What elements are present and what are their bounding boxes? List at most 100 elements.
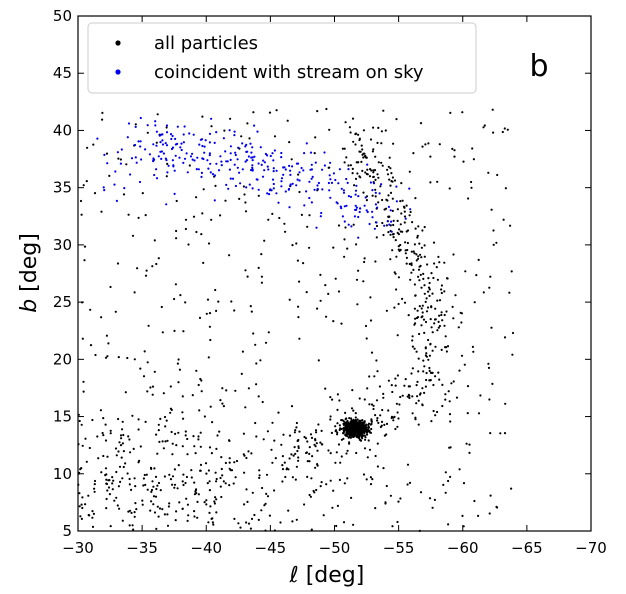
particle-point [450,382,453,385]
particle-point [434,414,437,417]
particle-point [166,439,169,442]
coincident-point [200,171,203,174]
particle-point [221,402,224,405]
particle-point [496,506,499,509]
particle-point [155,433,158,436]
coincident-point [268,193,271,196]
particle-point [199,431,202,434]
coincident-point [160,157,163,160]
particle-point [243,193,246,196]
particle-point [356,418,359,421]
particle-point [354,419,357,422]
coincident-point [366,163,369,166]
particle-point [369,476,372,479]
particle-point [445,350,448,353]
particle-point [206,298,210,301]
particle-point [329,415,332,418]
particle-point [196,500,199,503]
coincident-point [102,186,105,189]
coincident-point [280,177,284,180]
particle-point [403,301,407,304]
particle-point [364,436,367,439]
particle-point [423,365,426,368]
particle-point [432,276,435,280]
particle-point [444,393,447,396]
particle-point [197,493,200,496]
particle-point [273,489,276,492]
coincident-point [134,125,137,128]
coincident-point [350,225,353,228]
particle-point [261,400,264,404]
particle-point [385,484,388,488]
particle-point [284,475,287,479]
particle-point [362,152,365,155]
particle-point [416,309,419,312]
particle-point [373,169,377,172]
particle-point [419,273,422,276]
particle-point [350,419,353,422]
y-axis-unit: [deg] [17,233,42,299]
particle-point [461,514,464,518]
coincident-point [311,175,314,178]
particle-point [105,482,109,486]
particle-point [440,348,443,351]
coincident-point [263,161,266,164]
coincident-point [266,165,269,168]
coincident-point [323,164,326,167]
coincident-point [371,216,374,219]
particle-point [248,137,251,140]
particle-point [247,450,250,453]
coincident-point [383,224,386,227]
particle-point [329,396,332,399]
particle-point [327,449,330,452]
particle-point [152,495,156,498]
particle-point [203,501,206,504]
coincident-point [138,180,142,184]
particle-point [402,205,406,208]
particle-point [353,432,356,435]
particle-point [181,480,184,483]
particle-point [342,420,345,423]
coincident-point [408,187,411,190]
particle-point [319,441,322,444]
particle-point [427,338,430,342]
particle-point [416,380,419,383]
coincident-point [227,187,230,190]
particle-point [371,194,374,197]
particle-point [457,326,460,329]
particle-point [387,194,390,197]
particle-point [280,443,283,446]
particle-point [297,305,300,308]
particle-point [309,495,312,498]
particle-point [460,354,464,357]
particle-point [207,521,210,524]
particle-point [340,322,343,325]
particle-point [430,326,433,329]
particle-point [362,473,366,476]
particle-point [393,306,396,309]
particle-point [288,457,291,460]
particle-point [387,215,390,218]
particle-point [365,433,369,436]
coincident-point [210,117,213,120]
particle-point [388,178,391,181]
particle-point [356,424,359,427]
particle-point [442,483,445,486]
particle-point [374,188,377,191]
particle-point [142,484,145,487]
coincident-point [353,215,356,218]
particle-point [382,233,385,237]
y-tick-label: 35 [53,179,72,197]
coincident-point [320,211,323,215]
particle-point [81,496,84,499]
coincident-point [316,184,319,187]
particle-point [316,110,319,113]
particle-point [141,499,144,502]
particle-point [432,383,435,387]
particle-point [412,250,415,253]
particle-point [414,197,417,200]
particle-point [361,437,364,440]
particle-point [198,316,202,319]
coincident-point [280,185,283,188]
coincident-point [157,155,160,158]
